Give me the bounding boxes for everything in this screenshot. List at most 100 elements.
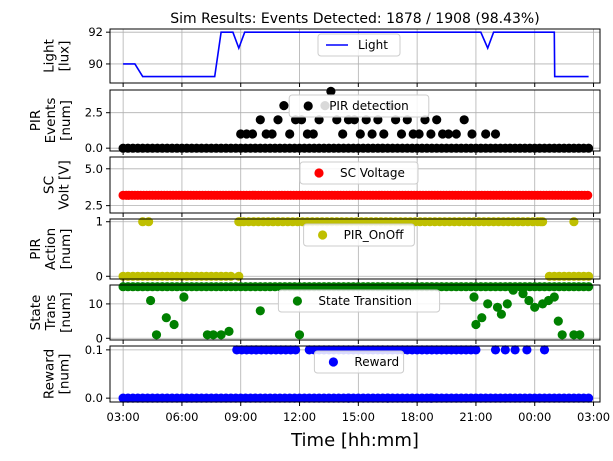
data-point [557,330,567,340]
legend-box [313,350,405,374]
data-layer-sc-voltage [118,190,593,200]
y-tick-label: 2.5 [85,199,103,213]
data-point [477,313,487,323]
x-tick-label: 12:00 [283,410,316,424]
axes-frame [109,218,601,280]
y-tick-label: 1 [96,215,103,229]
data-point [267,129,277,139]
legend-label: SC Voltage [340,166,405,180]
data-point [169,319,179,330]
y-axis-label: [num] [58,229,74,270]
x-tick-label: 00:00 [518,410,551,424]
y-axis-label: [num] [58,292,74,333]
panel-pir-events: 0.0 2.5 PIR Events [num] PIR detection [28,86,601,155]
axes-frame [109,284,601,341]
y-tick-label: 0 [96,331,103,345]
data-point [518,289,528,299]
data-point [414,129,424,139]
data-point [216,330,226,340]
x-tick-label: 06:00 [165,410,198,424]
data-point [490,129,501,139]
legend-box [303,223,415,247]
legend-box [277,289,441,313]
data-point [549,292,559,302]
legend-marker-dot [292,296,302,306]
legend-state-transition: State Transition [277,289,441,313]
data-point [469,292,479,302]
y-tick-label: 2.5 [85,106,103,120]
x-tick-label: 18:00 [401,410,434,424]
chart-title: Sim Results: Events Detected: 1878 / 190… [170,11,539,27]
y-axis-label: Volt [V] [57,160,73,210]
data-point [294,330,305,340]
data-point [379,129,389,139]
y-axis-label: [num] [57,354,73,395]
y-tick-label: 92 [88,25,103,39]
legend-light: Light [317,33,401,57]
legend-pir-events: PIR detection [288,94,430,118]
panel-sc-voltage: 2.5 5.0 SC Volt [V] SC Voltage [42,156,601,217]
data-point [492,302,503,312]
data-point [179,292,189,302]
data-point [536,217,546,227]
legend-marker-dot [328,357,338,367]
data-point [553,316,563,326]
data-point [522,345,532,355]
legend-label: Reward [354,355,399,369]
x-tick-label: 15:00 [342,410,375,424]
data-layer-light [123,31,589,78]
data-point [234,271,244,281]
data-point [432,115,442,125]
y-axis-label: Action [43,228,59,270]
data-point [338,129,348,139]
panel-pir-action: 0 1 PIR Action [num] PIR_OnOff [28,215,601,283]
x-tick-label: 21:00 [459,410,492,424]
x-tick-label: 03:00 [107,410,140,424]
x-axis-label: Time [hh:mm] [290,430,419,451]
data-point [583,190,593,200]
y-tick-label: 10 [88,297,103,311]
data-point [451,129,461,139]
data-point [471,319,481,330]
legend-marker-dot [303,101,313,111]
legend-box [299,161,419,185]
data-point [151,330,162,340]
legend-pir-action: PIR_OnOff [303,223,415,247]
y-tick-label: 5.0 [85,162,103,176]
data-point [224,326,234,336]
data-point [443,129,454,139]
data-point [383,393,393,403]
data-point [584,143,594,153]
data-point [208,330,218,340]
legend-label: State Transition [318,294,412,308]
data-point [467,129,477,139]
legend-label: PIR_OnOff [344,228,405,242]
data-point [226,271,236,281]
data-point [584,282,594,292]
data-point [490,345,501,355]
data-point [426,393,436,403]
legend-marker-dot [318,230,328,240]
data-point [575,330,585,340]
data-point [279,101,289,111]
data-point [510,345,520,355]
y-axis-label: PIR [28,238,44,260]
y-tick-label: 0.1 [85,343,103,357]
data-point [426,129,436,139]
data-point [255,115,265,125]
y-axis-label: [num] [58,100,74,141]
legend-sc-voltage: SC Voltage [299,161,419,185]
y-axis-label: Events [43,98,59,144]
legend-box [288,94,430,118]
data-point [236,217,246,227]
legend-label: PIR detection [329,99,409,113]
data-point [508,285,518,295]
data-point [367,129,377,139]
data-point [273,115,283,125]
data-point [255,306,265,316]
data-point [161,313,171,323]
data-point [584,393,594,403]
